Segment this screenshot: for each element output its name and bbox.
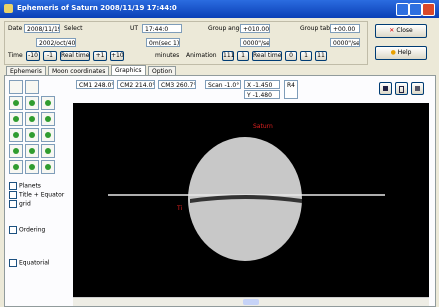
- checkbox-label: Title + Equator: [19, 192, 64, 199]
- checkbox[interactable]: grid: [9, 200, 31, 208]
- help-button[interactable]: ● Help: [375, 46, 427, 60]
- time-button[interactable]: Real time: [60, 51, 90, 61]
- app-icon: [4, 4, 13, 13]
- label: Animation: [186, 52, 217, 59]
- tool-icon[interactable]: [25, 160, 39, 174]
- info-field: Y -1.480: [244, 90, 280, 99]
- ut-field[interactable]: 17:44:0: [142, 24, 182, 33]
- scrollbar[interactable]: [73, 297, 429, 306]
- checkbox[interactable]: Planets: [9, 182, 41, 190]
- planet-label: Saturn: [253, 123, 273, 130]
- group-angel-field[interactable]: +010.00: [240, 24, 270, 33]
- tool-icon[interactable]: [25, 128, 39, 142]
- label: minutes: [155, 52, 179, 59]
- info-field: CM3 260.7°: [158, 80, 196, 89]
- tool-button[interactable]: [379, 82, 392, 95]
- checkbox-label: Ordering: [19, 227, 45, 234]
- checkbox-label: Equatorial: [19, 260, 50, 267]
- tool-icon[interactable]: [41, 144, 55, 158]
- label: Date: [8, 25, 22, 32]
- checkbox[interactable]: Title + Equator: [9, 191, 64, 199]
- tool-icon[interactable]: [41, 160, 55, 174]
- tool-icon[interactable]: [25, 96, 39, 110]
- time-button[interactable]: -10: [26, 51, 40, 61]
- scroll-thumb[interactable]: [243, 299, 259, 305]
- time-button[interactable]: +10: [110, 51, 124, 61]
- checkbox-label: Planets: [19, 183, 41, 190]
- sub-field[interactable]: 0000"/sec: [330, 38, 360, 47]
- label: Time: [8, 52, 23, 59]
- sub-field[interactable]: 0m(sec 1): [146, 38, 180, 47]
- title-bar: Ephemeris of Saturn 2008/11/19 17:44:0: [0, 0, 439, 18]
- minimize[interactable]: [396, 3, 409, 16]
- tool-icon[interactable]: [9, 96, 23, 110]
- tool-icon[interactable]: [9, 80, 23, 94]
- app-window: Ephemeris of Saturn 2008/11/19 17:44:0 D…: [0, 0, 439, 307]
- tool-icon[interactable]: [41, 128, 55, 142]
- animation-button[interactable]: Real time: [252, 51, 282, 61]
- animation-button[interactable]: 1: [237, 51, 249, 61]
- checkbox-label: grid: [19, 201, 31, 208]
- checkbox[interactable]: Equatorial: [9, 259, 50, 267]
- time-button[interactable]: +1: [93, 51, 107, 61]
- tool-button[interactable]: [411, 82, 424, 95]
- tool-icon[interactable]: [25, 144, 39, 158]
- label[interactable]: Select: [64, 25, 83, 32]
- tool-icon[interactable]: [9, 128, 23, 142]
- window-title: Ephemeris of Saturn 2008/11/19 17:44:0: [17, 4, 177, 12]
- info-field: CM2 214.0°: [117, 80, 155, 89]
- tool-icon[interactable]: [9, 144, 23, 158]
- tool-icon[interactable]: [9, 160, 23, 174]
- close-window[interactable]: [422, 3, 435, 16]
- maximize[interactable]: [409, 3, 422, 16]
- help-text: Help: [398, 49, 412, 56]
- tab[interactable]: Graphics: [111, 65, 146, 75]
- close-button[interactable]: ✕ Close: [375, 24, 427, 38]
- moon-label: Ti: [176, 205, 182, 212]
- close-text: Close: [396, 27, 412, 34]
- tool-icon[interactable]: [41, 96, 55, 110]
- tool-icon[interactable]: [25, 112, 39, 126]
- info-field: Scan -1.0°: [205, 80, 241, 89]
- label: Group tab: [300, 25, 330, 32]
- checkbox[interactable]: Ordering: [9, 226, 45, 234]
- animation-button[interactable]: 1: [300, 51, 312, 61]
- group-tab-field[interactable]: +00.00: [330, 24, 360, 33]
- animation-button[interactable]: 111: [222, 51, 234, 61]
- info-field: R4: [284, 80, 298, 99]
- animation-button[interactable]: 11: [315, 51, 327, 61]
- time-button[interactable]: -1: [43, 51, 57, 61]
- label: UT: [130, 25, 138, 32]
- planet-view: Saturn Ti: [73, 103, 429, 297]
- animation-button[interactable]: 0: [285, 51, 297, 61]
- sub-field[interactable]: 0000"/sec: [240, 38, 270, 47]
- date-field[interactable]: 2008/11/19: [24, 24, 60, 33]
- tool-button[interactable]: [395, 82, 408, 95]
- info-field: X -1.450: [244, 80, 280, 89]
- info-field: CM1 248.0°: [76, 80, 114, 89]
- sub-field[interactable]: 2002/oct/40: [36, 38, 76, 47]
- tool-icon[interactable]: [41, 112, 55, 126]
- tool-icon[interactable]: [25, 80, 39, 94]
- tool-icon[interactable]: [9, 112, 23, 126]
